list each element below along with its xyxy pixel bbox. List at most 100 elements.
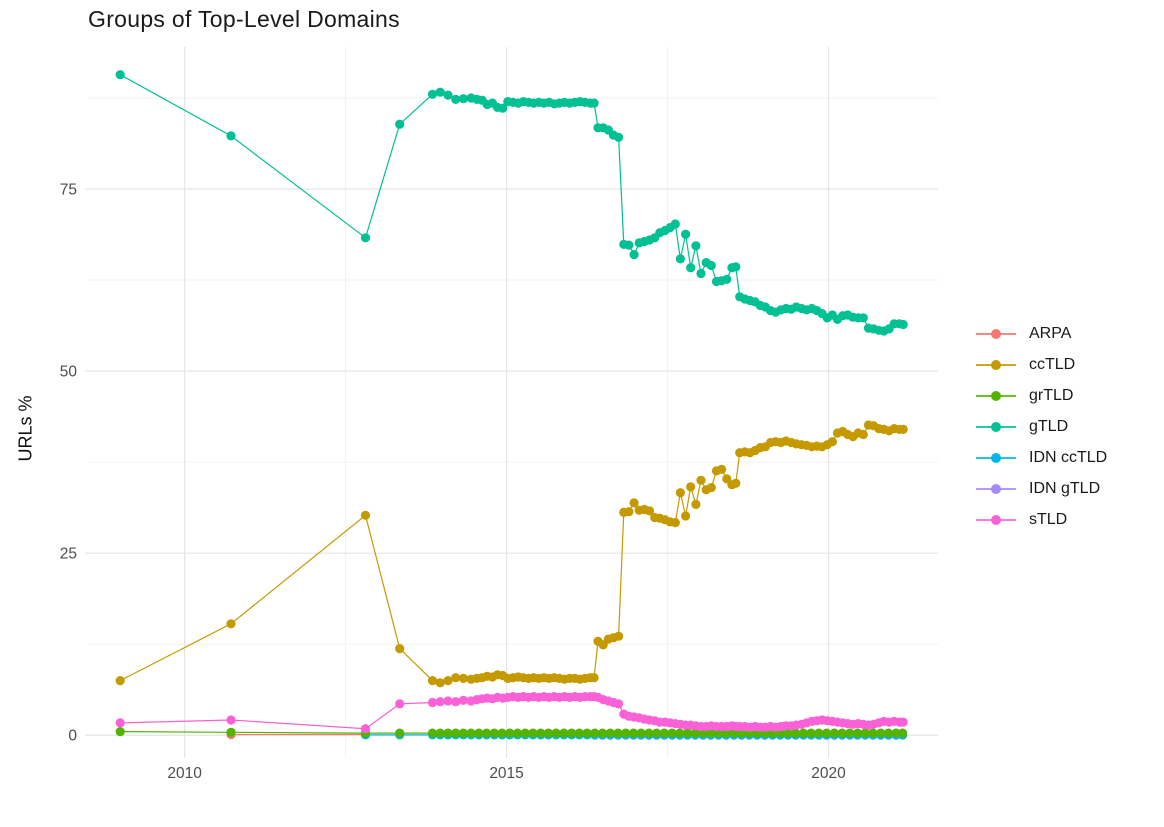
data-point bbox=[589, 98, 599, 108]
x-tick-label: 2010 bbox=[167, 765, 202, 782]
data-point bbox=[682, 728, 693, 738]
data-point bbox=[731, 262, 741, 272]
data-point bbox=[589, 673, 599, 683]
legend-key-dot bbox=[991, 359, 1001, 370]
data-point bbox=[559, 728, 569, 738]
data-point bbox=[822, 728, 832, 738]
data-point bbox=[667, 728, 677, 738]
legend-label: grTLD bbox=[1029, 386, 1074, 404]
series-sTLD bbox=[115, 692, 908, 734]
data-point bbox=[574, 728, 584, 738]
data-point bbox=[696, 268, 706, 279]
legend-key-icon bbox=[976, 451, 1016, 465]
data-point bbox=[614, 132, 624, 142]
data-point bbox=[474, 728, 484, 738]
data-point bbox=[443, 696, 453, 706]
x-tick-labels: 2010 2015 2020 bbox=[167, 765, 846, 782]
series-gTLD bbox=[115, 70, 908, 336]
data-point bbox=[443, 676, 453, 686]
major-gridlines bbox=[85, 47, 938, 758]
legend-label: sTLD bbox=[1029, 510, 1068, 528]
data-point bbox=[717, 464, 727, 474]
data-point bbox=[115, 727, 125, 737]
data-point bbox=[629, 498, 639, 508]
data-point bbox=[670, 219, 680, 229]
data-point bbox=[829, 728, 839, 738]
data-point bbox=[636, 728, 646, 738]
legend-key-icon bbox=[976, 358, 1016, 372]
data-point bbox=[876, 728, 886, 738]
data-point bbox=[868, 728, 878, 738]
data-point bbox=[614, 699, 624, 709]
data-point bbox=[395, 644, 405, 654]
legend-item-IDN-ccTLD: IDN ccTLD bbox=[976, 442, 1107, 473]
data-point bbox=[706, 260, 716, 271]
data-point bbox=[435, 87, 445, 97]
data-point bbox=[482, 728, 492, 738]
data-point bbox=[590, 728, 600, 738]
data-point bbox=[115, 676, 125, 686]
legend-label: IDN ccTLD bbox=[1029, 448, 1108, 466]
legend-key-dot bbox=[991, 328, 1001, 339]
data-point bbox=[731, 478, 741, 488]
y-tick-labels: 0 25 50 75 bbox=[60, 182, 78, 745]
data-point bbox=[644, 728, 654, 738]
data-point bbox=[675, 254, 686, 264]
data-point bbox=[520, 728, 530, 738]
data-point bbox=[498, 103, 508, 113]
data-point bbox=[451, 94, 461, 104]
data-point bbox=[395, 728, 405, 738]
legend-item-grTLD: grTLD bbox=[976, 380, 1107, 411]
data-point bbox=[681, 229, 691, 239]
data-point bbox=[528, 728, 538, 738]
legend-key-icon bbox=[976, 389, 1016, 403]
data-point bbox=[226, 619, 236, 629]
data-point bbox=[115, 70, 125, 80]
legend-key-icon bbox=[976, 513, 1016, 527]
legend-item-ARPA: ARPA bbox=[976, 318, 1107, 349]
legend-label: ccTLD bbox=[1029, 355, 1076, 373]
data-point bbox=[458, 94, 468, 104]
data-point bbox=[858, 429, 868, 440]
data-point bbox=[543, 728, 554, 738]
data-point bbox=[652, 728, 662, 738]
series-line bbox=[119, 74, 904, 332]
data-point bbox=[427, 89, 438, 99]
data-point bbox=[512, 728, 523, 738]
data-point bbox=[613, 728, 623, 738]
legend-key-icon bbox=[976, 420, 1016, 434]
data-point bbox=[567, 728, 577, 738]
data-point bbox=[629, 250, 639, 260]
data-point bbox=[451, 728, 461, 738]
legend-key-dot bbox=[991, 390, 1001, 401]
data-point bbox=[458, 673, 468, 684]
data-point bbox=[536, 728, 546, 738]
data-point bbox=[852, 728, 863, 738]
data-point bbox=[806, 728, 816, 738]
data-point bbox=[435, 678, 445, 688]
data-point bbox=[427, 676, 438, 686]
legend-label: ARPA bbox=[1029, 324, 1072, 342]
legend-item-gTLD: gTLD bbox=[976, 411, 1107, 442]
data-point bbox=[624, 240, 634, 250]
data-point bbox=[644, 506, 655, 516]
data-point bbox=[783, 728, 793, 738]
data-point bbox=[690, 728, 700, 738]
data-point bbox=[443, 728, 453, 738]
data-point bbox=[605, 728, 615, 738]
data-point bbox=[860, 728, 870, 738]
data-point bbox=[898, 424, 908, 434]
data-point bbox=[659, 728, 669, 738]
data-point bbox=[624, 507, 634, 517]
data-point bbox=[696, 475, 706, 485]
legend-key-dot bbox=[991, 483, 1001, 494]
data-point bbox=[670, 518, 680, 528]
data-point bbox=[435, 697, 445, 707]
data-point bbox=[360, 724, 371, 734]
data-point bbox=[791, 728, 801, 738]
data-point bbox=[360, 510, 371, 520]
data-point bbox=[458, 695, 468, 705]
legend-item-ccTLD: ccTLD bbox=[976, 349, 1107, 380]
legend-label: IDN gTLD bbox=[1029, 479, 1101, 497]
